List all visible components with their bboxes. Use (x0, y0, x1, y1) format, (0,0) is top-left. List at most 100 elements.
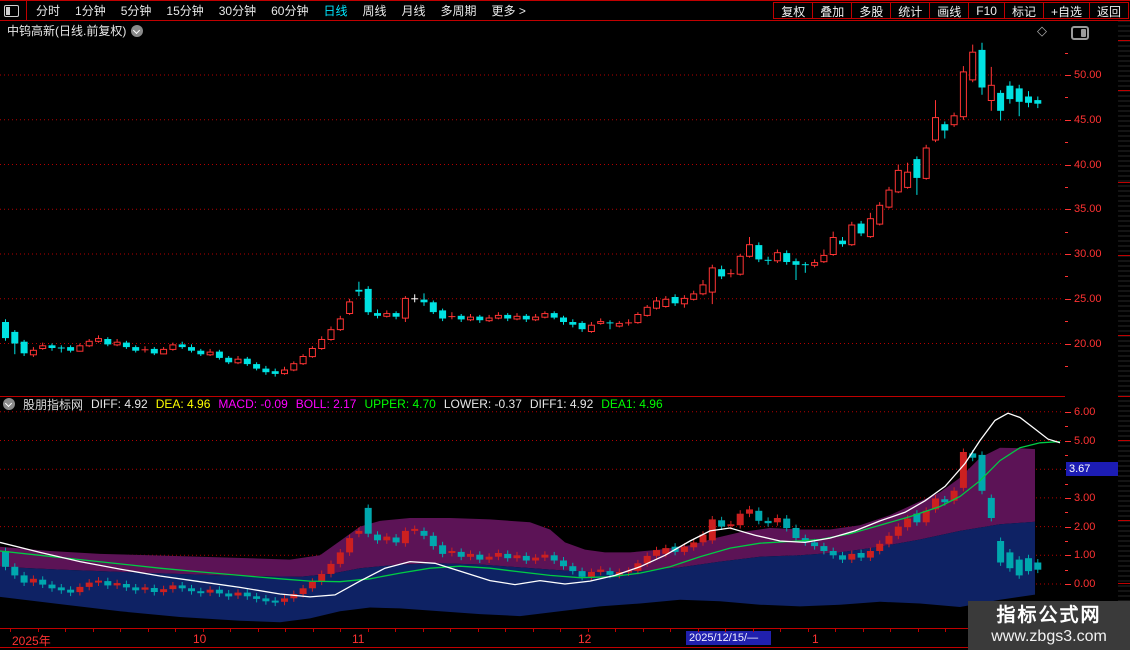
chevron-down-icon[interactable] (131, 24, 144, 37)
button-多股[interactable]: 多股 (851, 2, 892, 19)
tab-更多 >[interactable]: 更多 > (491, 4, 526, 18)
button-+自选[interactable]: +自选 (1042, 2, 1090, 19)
button-叠加[interactable]: 叠加 (812, 2, 853, 19)
tab-60分钟[interactable]: 60分钟 (271, 4, 309, 18)
tab-5分钟[interactable]: 5分钟 (120, 4, 152, 18)
split-window-icon (4, 4, 19, 17)
tab-日线[interactable]: 日线 (323, 4, 348, 18)
time-tick (65, 629, 66, 632)
price-axis: 3.67 50.00 45.00 40.00 35.00 30.00 25.00 20.00… (1065, 0, 1119, 650)
tab-分时[interactable]: 分时 (36, 4, 61, 18)
indicator-source-label: 股朋指标网 (23, 397, 84, 412)
toolbar-buttons: 复权 叠加 多股 统计 画线 F10 标记 +自选 返回 (773, 2, 1129, 19)
time-tick (862, 629, 864, 632)
axis-label: 5.00 (1074, 434, 1096, 447)
strip-divider (1118, 335, 1130, 336)
time-tick (257, 629, 259, 632)
collapse-chevron-icon[interactable] (3, 398, 15, 410)
time-tick (780, 629, 781, 632)
time-tick (532, 629, 534, 632)
tab-30分钟[interactable]: 30分钟 (218, 4, 257, 18)
time-tick (37, 629, 39, 632)
indicator-field-DEA: DEA: 4.96 (155, 397, 211, 411)
axis-tick (1065, 52, 1068, 54)
time-label-1: 1 (812, 632, 819, 646)
indicator-field-DIFF1: DIFF1: 4.92 (529, 397, 594, 411)
axis-label: 40.00 (1074, 158, 1102, 171)
indicator-field-UPPER: UPPER: 4.70 (364, 397, 436, 411)
axis-label: 30.00 (1074, 248, 1102, 260)
tab-1分钟[interactable]: 1分钟 (75, 4, 106, 18)
time-tick (477, 629, 479, 632)
time-tick (120, 629, 121, 632)
time-tick (725, 629, 726, 632)
axis-tick (1065, 440, 1071, 442)
axis-tick (1065, 97, 1068, 99)
indicator-value-highlight: 3.67 (1066, 462, 1119, 477)
axis-tick (1065, 483, 1068, 485)
button-画线[interactable]: 画线 (929, 2, 970, 19)
tab-15分钟[interactable]: 15分钟 (166, 4, 204, 18)
chart-canvas[interactable] (0, 0, 1065, 650)
indicator-field-DIFF: DIFF: 4.92 (91, 397, 148, 411)
axis-label: 2.00 (1074, 520, 1096, 533)
axis-label: 0.00 (1074, 578, 1096, 590)
axis-tick (1065, 569, 1068, 571)
tab-月线[interactable]: 月线 (401, 4, 426, 18)
time-tick (697, 629, 699, 632)
indicator-header: 股朋指标网 DIFF: 4.92 DEA: 4.96 MACD: -0.09 BOLL… (0, 397, 1066, 412)
indicator-field-BOLL: BOLL: 2.17 (295, 397, 357, 411)
strip-divider (1118, 520, 1130, 521)
axis-label: 25.00 (1074, 292, 1102, 305)
top-toolbar: 分时 1分钟 5分钟 15分钟 30分钟 60分钟 日线 周线 月线 多周期 更多 > 复权 叠加 多股… (0, 0, 1130, 21)
button-复权[interactable]: 复权 (773, 2, 814, 19)
axis-tick (1065, 540, 1068, 542)
button-统计[interactable]: 统计 (890, 2, 931, 19)
axis-label: 20.00 (1074, 337, 1102, 350)
page-title: 中钨高新(日线.前复权) (7, 24, 127, 38)
time-tick (835, 629, 836, 632)
period-tabs: 分时 1分钟 5分钟 15分钟 30分钟 60分钟 日线 周线 月线 多周期 更多 > (36, 2, 526, 19)
watermark: 指标公式网 www.zbgs3.com (968, 601, 1130, 650)
strip-divider (1118, 182, 1130, 183)
axis-label: 45.00 (1074, 113, 1102, 126)
window-layout-cell[interactable] (0, 1, 27, 20)
chart-title-bar: 中钨高新(日线.前复权) (0, 22, 144, 39)
axis-tick (1065, 497, 1071, 499)
indicator-field-LOWER: LOWER: -0.37 (443, 397, 522, 411)
time-tick (560, 629, 561, 632)
time-tick (945, 629, 946, 632)
time-tick (670, 629, 671, 632)
time-tick (367, 629, 369, 632)
indicator-band (0, 447, 1035, 577)
time-tick (312, 629, 314, 632)
time-tick (422, 629, 424, 632)
watermark-title: 指标公式网 (996, 605, 1102, 626)
watermark-url: www.zbgs3.com (991, 628, 1107, 645)
tab-多周期[interactable]: 多周期 (440, 4, 477, 18)
time-tick (340, 629, 341, 632)
time-tick (202, 629, 204, 632)
right-sidebar-strip[interactable] (1118, 0, 1130, 650)
strip-divider (1118, 40, 1130, 41)
tab-周线[interactable]: 周线 (362, 4, 387, 18)
axis-tick (1065, 411, 1071, 413)
diamond-marker-icon[interactable]: ◇ (1037, 23, 1047, 38)
panel-separator (0, 396, 1130, 397)
axis-tick (1065, 276, 1068, 278)
button-F10[interactable]: F10 (968, 2, 1005, 19)
time-tick (230, 629, 231, 632)
button-返回[interactable]: 返回 (1088, 2, 1129, 19)
axis-tick (1065, 298, 1071, 300)
time-tick (92, 629, 94, 632)
axis-tick (1065, 254, 1071, 255)
indicator-field-MACD: MACD: -0.09 (218, 397, 288, 411)
time-tick (642, 629, 644, 632)
panel-layout-icon[interactable] (1071, 26, 1089, 40)
button-标记[interactable]: 标记 (1003, 2, 1044, 19)
axis-label: 1.00 (1074, 549, 1096, 562)
strip-divider (1118, 583, 1130, 584)
date-highlight: 2025/12/15/— (686, 631, 771, 645)
axis-tick (1065, 555, 1071, 557)
axis-tick (1065, 186, 1068, 188)
